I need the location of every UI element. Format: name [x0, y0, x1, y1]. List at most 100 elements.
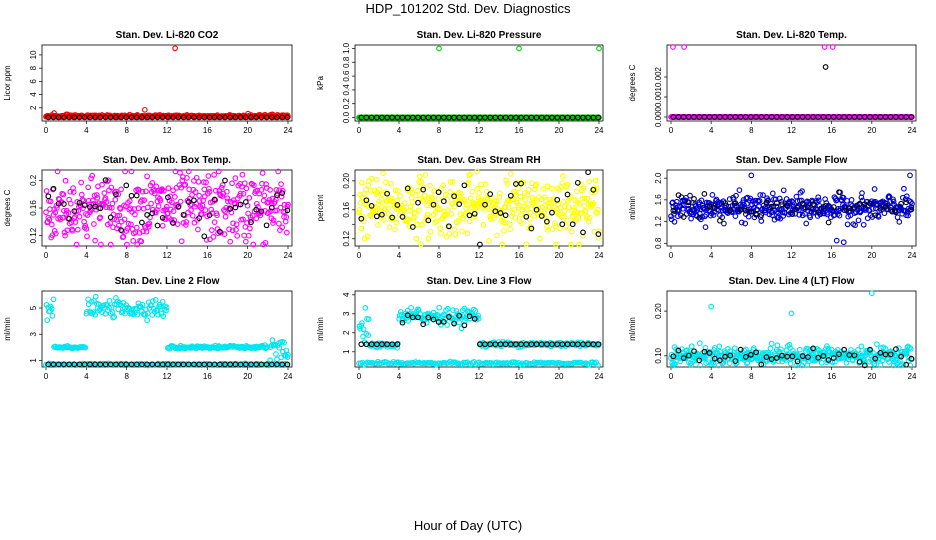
data-point: [237, 190, 244, 197]
data-point: [478, 181, 484, 188]
data-point: [818, 359, 825, 366]
mean-point: [706, 203, 713, 210]
panel-1: Stan. Dev. Li-820 CO2 Licor ppm 0 4 8 12 16 20 2…: [3, 30, 293, 135]
mean-point: [113, 191, 119, 198]
data-point: [67, 200, 74, 207]
data-point: [596, 228, 602, 235]
y-tick-label: 0.6: [342, 70, 351, 82]
data-point: [471, 213, 478, 220]
data-point: [733, 192, 739, 199]
panel-6: Stan. Dev. Sample Flow ml/min 0 4 8 12 16 20 24 0…: [628, 155, 917, 260]
mean-point: [872, 355, 879, 362]
data-point: [907, 346, 914, 352]
mean-point: [502, 341, 509, 348]
data-point: [426, 195, 432, 201]
mean-point: [580, 229, 586, 236]
y-axis-label: percent: [316, 194, 325, 221]
data-point: [419, 221, 425, 228]
data-point: [211, 171, 217, 178]
mean-point: [742, 354, 749, 360]
mean-point: [748, 351, 754, 358]
data-point: [121, 216, 128, 223]
mean-point: [502, 212, 509, 219]
data-point: [539, 204, 546, 210]
data-point: [582, 207, 589, 214]
mean-point: [97, 361, 104, 368]
data-point: [182, 222, 189, 228]
data-point: [232, 175, 239, 181]
mean-point: [394, 202, 401, 208]
mean-point: [363, 341, 370, 348]
mean-point: [222, 114, 228, 121]
data-point: [118, 186, 124, 193]
mean-point: [149, 210, 156, 217]
mean-point: [81, 361, 88, 368]
data-point: [145, 221, 152, 228]
data-point: [212, 187, 219, 194]
panel-title: Stan. Dev. Gas Stream RH: [417, 155, 540, 166]
data-point: [367, 187, 374, 194]
data-point: [395, 188, 401, 194]
mean-point: [799, 353, 806, 359]
data-point: [409, 189, 416, 196]
data-point: [169, 199, 175, 206]
mean-point: [389, 341, 396, 348]
data-point: [208, 206, 215, 213]
data-point: [171, 217, 178, 223]
mean-point: [779, 352, 785, 359]
data-point: [465, 179, 472, 186]
data-point: [245, 232, 252, 239]
x-tick-label: 0: [357, 372, 362, 381]
mean-point: [76, 114, 83, 121]
mean-point: [55, 200, 62, 207]
mean-point: [196, 361, 202, 368]
mean-point: [856, 358, 863, 365]
data-point: [553, 241, 559, 248]
data-point: [467, 195, 474, 201]
y-tick-label: 0.20: [342, 173, 351, 189]
mean-point: [358, 215, 365, 222]
data-point: [263, 181, 269, 187]
mean-point: [737, 346, 744, 353]
data-point: [533, 181, 540, 188]
x-tick-label: 12: [787, 251, 796, 260]
mean-point: [903, 114, 910, 120]
data-point: [222, 213, 229, 220]
data-point: [378, 196, 385, 203]
mean-point: [482, 201, 488, 208]
mean-point: [559, 221, 566, 228]
mean-point: [242, 199, 249, 205]
data-point: [396, 316, 402, 322]
data-point: [373, 176, 380, 183]
mean-point: [753, 349, 759, 356]
x-tick-label: 24: [595, 126, 604, 135]
mean-point: [727, 114, 734, 120]
data-point: [199, 211, 205, 217]
data-point: [415, 207, 422, 214]
y-tick-label: 0.12: [342, 230, 351, 246]
x-tick-label: 0: [669, 126, 674, 135]
mean-point: [227, 206, 234, 212]
mean-point: [409, 114, 416, 121]
mean-point: [379, 211, 385, 218]
data-point: [564, 181, 571, 188]
data-point: [230, 220, 236, 227]
mean-point: [830, 355, 837, 361]
data-point: [592, 177, 599, 184]
data-point: [76, 213, 83, 220]
x-tick-label: 8: [437, 251, 442, 260]
mean-point: [595, 231, 602, 237]
mean-point: [779, 201, 785, 208]
mean-point: [154, 222, 161, 229]
data-point: [444, 305, 451, 312]
mean-point: [492, 114, 499, 121]
data-point: [541, 194, 548, 201]
data-point: [52, 209, 59, 216]
data-point: [452, 231, 459, 238]
mean-point: [482, 341, 488, 348]
mean-point: [409, 224, 416, 230]
data-point: [141, 106, 148, 113]
data-point: [475, 315, 482, 322]
panel-title: Stan. Dev. Line 2 Flow: [115, 276, 220, 287]
mean-point: [779, 114, 785, 120]
